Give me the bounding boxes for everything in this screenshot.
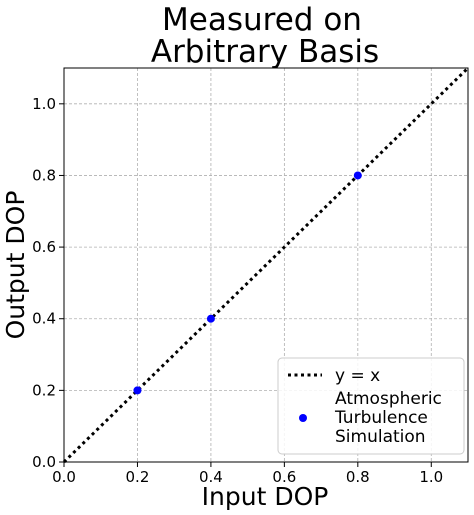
x-tick-label: 0.6 xyxy=(272,468,296,486)
x-axis-label: Input DOP xyxy=(202,482,329,511)
plot-frame xyxy=(63,67,469,463)
y-axis-label: Output DOP xyxy=(1,191,30,340)
legend-label-y-equals-x: y = x xyxy=(335,366,380,386)
data-point xyxy=(353,171,362,180)
y-tick-label: 0.0 xyxy=(32,453,56,471)
legend: y = x Atmospheric Turbulence Simulation xyxy=(277,357,465,455)
legend-label-simulation-line-2: Turbulence xyxy=(334,408,428,428)
x-tick-label: 0.2 xyxy=(126,468,150,486)
y-tick-label: 1.0 xyxy=(32,95,56,113)
x-tick-label: 0.0 xyxy=(52,468,76,486)
y-tick-label: 0.8 xyxy=(32,166,56,184)
x-tick-label: 1.0 xyxy=(419,468,443,486)
y-tick-label: 0.2 xyxy=(32,381,56,399)
legend-label-simulation-line-3: Simulation xyxy=(335,427,426,447)
x-tick-label: 0.8 xyxy=(346,468,370,486)
x-axis-ticks: 0.0 0.2 0.4 0.6 0.8 1.0 xyxy=(52,462,443,486)
reference-line-y-equals-x xyxy=(62,66,470,464)
y-axis-ticks: 0.0 0.2 0.4 0.6 0.8 1.0 xyxy=(32,95,64,471)
data-point xyxy=(206,314,215,323)
y-tick-label: 0.4 xyxy=(32,310,56,328)
x-tick-label: 0.4 xyxy=(199,468,223,486)
legend-label-simulation-line-1: Atmospheric xyxy=(335,389,442,409)
legend-marker-swatch xyxy=(299,414,307,422)
data-series xyxy=(62,66,470,464)
data-point xyxy=(133,386,142,395)
chart-title-line-2: Arbitrary Basis xyxy=(151,34,379,70)
y-tick-label: 0.6 xyxy=(32,238,56,256)
legend-box xyxy=(277,357,465,455)
chart-title-line-1: Measured on xyxy=(162,2,362,38)
